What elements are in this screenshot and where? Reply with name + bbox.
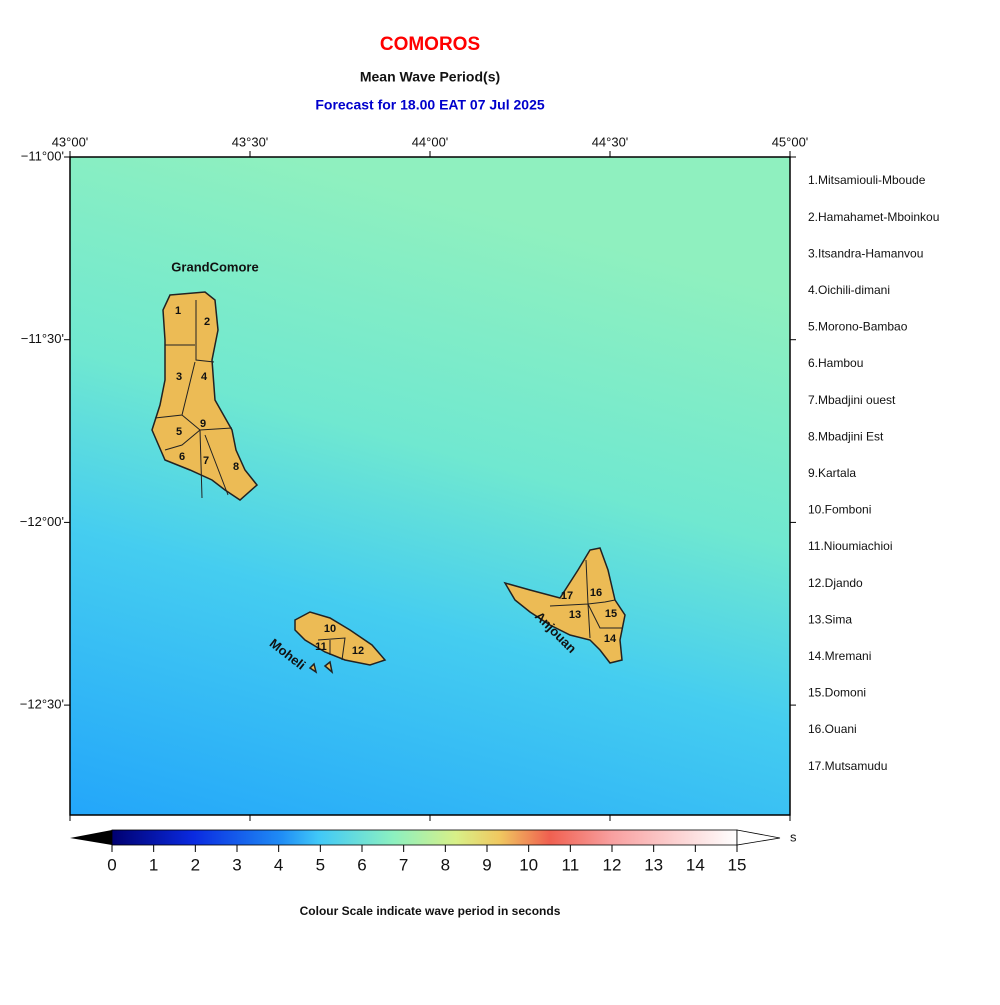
colorbar-tick-label: 1 [149,855,158,874]
legend-item: 15.Domoni [808,686,866,700]
colorbar-tick-label: 15 [728,855,747,874]
lat-label: −12°30' [20,697,64,712]
colorbar-tick-label: 0 [107,855,116,874]
region-number: 3 [176,371,182,383]
colorbar-tick-label: 5 [316,855,325,874]
lat-label: −11°30' [21,331,64,346]
region-number: 14 [604,633,617,645]
legend-item: 9.Kartala [808,466,856,480]
colorbar-tick-label: 12 [603,855,622,874]
colorbar [70,829,781,846]
region-number: 10 [324,623,336,635]
colorbar-tick-label: 3 [232,855,241,874]
colorbar-tick-label: 4 [274,855,283,874]
region-number: 16 [590,587,602,599]
lon-label: 45°00' [772,134,809,149]
lat-label: −12°00' [20,514,64,529]
region-number: 5 [176,426,182,438]
legend-item: 3.Itsandra-Hamanvou [808,246,923,260]
region-number: 9 [200,418,206,430]
region-number: 7 [203,455,209,467]
colorbar-tick-label: 11 [562,855,580,874]
colorbar-caption: Colour Scale indicate wave period in sec… [300,904,561,918]
region-number: 17 [561,590,573,602]
region-number: 1 [175,305,181,317]
region-number: 11 [315,641,327,653]
subtitle: Mean Wave Period(s) [360,69,500,85]
legend-item: 2.Hamahamet-Mboinkou [808,210,939,224]
colorbar-tick-label: 10 [519,855,538,874]
anjouan [503,547,626,664]
region-number: 15 [605,608,617,620]
lat-label: −11°00' [21,148,64,163]
title: COMOROS [380,34,480,55]
colorbar-unit: s [790,829,797,844]
colorbar-tick-label: 7 [399,855,408,874]
legend-item: 5.Morono-Bambao [808,320,908,334]
lon-label: 43°30' [232,134,269,149]
legend-item: 11.Nioumiachioi [808,539,893,553]
legend-item: 17.Mutsamudu [808,759,887,773]
region-number: 8 [233,461,239,473]
colorbar-tick-label: 6 [357,855,366,874]
lon-label: 43°00' [52,134,89,149]
colorbar-tick-label: 9 [482,855,491,874]
legend-item: 16.Ouani [808,722,857,736]
legend-item: 10.Fomboni [808,503,871,517]
region-number: 13 [569,609,581,621]
colorbar-tick-label: 14 [686,855,705,874]
colorbar-tick-label: 13 [644,855,663,874]
colorbar-tick-label: 8 [441,855,450,874]
moheli [294,611,387,674]
forecast: Forecast for 18.00 EAT 07 Jul 2025 [315,97,545,113]
legend-item: 13.Sima [808,612,852,626]
legend: 1.Mitsamiouli-Mboude 2.Hamahamet-Mboinkou… [808,173,939,773]
legend-item: 6.Hambou [808,356,863,370]
legend-item: 12.Djando [808,576,863,590]
region-number: 2 [204,316,210,328]
colorbar-ticks: 0 1 2 3 4 5 6 7 8 9 10 11 12 13 14 15 [107,845,746,874]
region-number: 4 [201,371,208,383]
region-number: 12 [352,645,364,657]
legend-item: 1.Mitsamiouli-Mboude [808,173,926,187]
legend-item: 4.Oichili-dimani [808,283,890,297]
grand-comore [151,291,259,501]
region-number: 6 [179,451,185,463]
legend-item: 14.Mremani [808,649,871,663]
colorbar-tick-label: 2 [191,855,200,874]
legend-item: 8.Mbadjini Est [808,429,884,443]
island-label: GrandComore [171,259,258,274]
legend-item: 7.Mbadjini ouest [808,393,896,407]
sea-field [69,156,791,816]
lon-label: 44°00' [412,134,449,149]
map-axes: 43°00' 43°30' 44°00' 44°30' 45°00' −11°00' −11… [20,134,809,821]
lon-label: 44°30' [592,134,629,149]
